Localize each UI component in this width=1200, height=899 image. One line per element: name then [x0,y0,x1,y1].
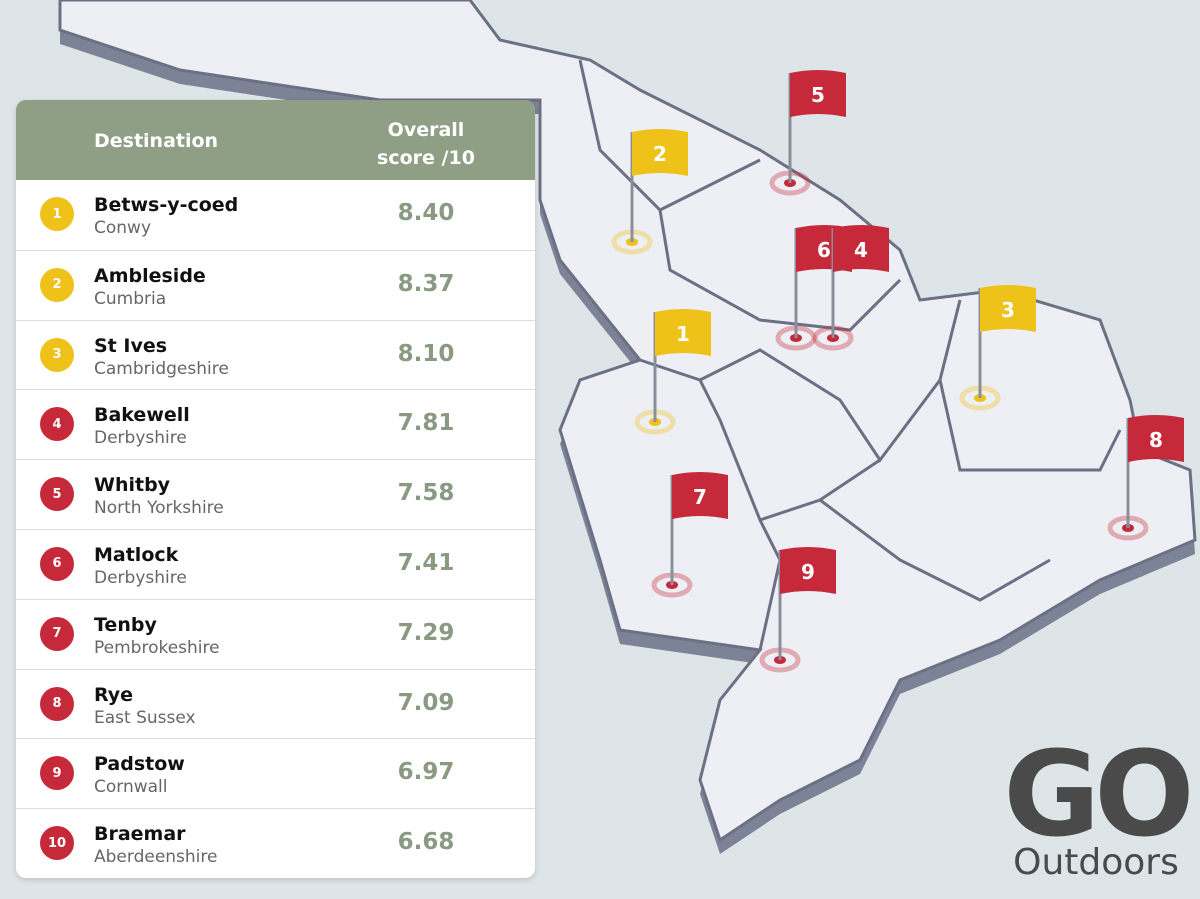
flag-label: 3 [1001,298,1015,322]
score: 6.68 [397,829,455,856]
map-flag: 4 [812,225,889,351]
destination-name: Tenby [94,613,157,636]
county: Cambridgeshire [94,358,229,379]
county: Aberdeenshire [94,847,218,868]
score: 7.41 [397,549,455,576]
flag-cloth [632,129,688,176]
flag-cloth [790,70,846,117]
flag-label: 2 [653,142,667,166]
flag-label: 1 [676,322,690,346]
map-flag: 5 [769,70,846,196]
score: 7.09 [397,689,455,716]
score: 7.81 [397,410,455,437]
logo-sub: Outdoors [1013,842,1179,883]
county: Cumbria [94,288,167,309]
county: Derbyshire [94,428,187,449]
flag-label: 8 [1149,428,1163,452]
rank-badge: 9 [40,756,74,791]
flag-cloth [1128,415,1184,462]
table-row: 3 St Ives Cambridgeshire 8.10 [16,319,535,390]
rank-badge: 1 [40,197,74,231]
destination-name: Matlock [94,543,179,566]
map-flag: 8 [1107,415,1184,541]
table-row: 8 Rye East Sussex 7.09 [16,668,535,739]
destination-name: St Ives [94,334,168,357]
rank-badge: 3 [40,337,74,372]
score: 8.10 [397,340,455,367]
score: 7.29 [397,619,455,646]
rank-badge: 5 [40,477,74,512]
county: Conwy [94,218,152,238]
table-row: 7 Tenby Pembrokeshire 7.29 [16,598,535,669]
destination-name: Rye [94,683,134,706]
score: 7.58 [397,480,455,507]
table-row: 6 Matlock Derbyshire 7.41 [16,528,535,599]
table-row: 4 Bakewell Derbyshire 7.81 [16,389,535,459]
map-flag: 7 [651,472,728,598]
map-flag: 3 [959,285,1036,411]
table-row: 10 Braemar Aberdeenshire 6.68 [16,808,535,878]
flag-cloth [780,547,836,594]
flag-cloth [980,285,1036,332]
rank-badge: 6 [40,546,74,581]
destination-name: Betws-y-coed [94,194,239,216]
flag-label: 9 [801,560,815,584]
destination-name: Bakewell [94,404,190,427]
flag-label: 5 [811,83,825,107]
map-flag: 9 [759,547,836,673]
flag-cloth [833,225,889,272]
table-row: 2 Ambleside Cumbria 8.37 [16,249,535,320]
flag-label: 7 [693,485,707,509]
borders [578,59,1122,651]
rank-badge: 10 [40,826,74,861]
header-cell: Overall score /10 [377,119,475,169]
rank-badge: 8 [40,686,74,721]
map-flag: 2 [611,129,688,255]
table-row: 5 Whitby North Yorkshire 7.58 [16,459,535,529]
county: North Yorkshire [94,498,224,519]
table-row: 1 Betws-y-coed Conwy 8.40 [16,180,535,250]
ranking-table: Destination Overall score /10 1 Betws-y-c… [16,100,535,878]
destination-name: Whitby [94,474,171,497]
destination-name: Padstow [94,753,185,776]
rank-badge: 4 [40,407,74,442]
rank-badge: 2 [40,267,74,302]
rank-badge: 7 [40,616,74,651]
destination-name: Ambleside [94,264,206,287]
destination-name: Braemar [94,823,186,846]
county: Derbyshire [94,567,187,588]
score: 6.97 [397,759,455,786]
flag-cloth [672,472,728,519]
score: 8.37 [397,270,455,297]
land [58,0,1197,843]
map-flag: 1 [634,309,711,435]
header-cell: Destination [94,130,219,152]
county: East Sussex [94,707,196,728]
flag-label: 6 [817,238,831,262]
flag-label: 4 [854,238,868,262]
table-row: 9 Padstow Cornwall 6.97 [16,738,535,808]
logo-brand: GO [1003,725,1189,863]
table-header: Destination Overall score /10 [16,100,535,180]
score: 8.40 [397,200,455,226]
flag-cloth [655,309,711,356]
county: Pembrokeshire [94,637,220,658]
county: Cornwall [94,777,168,798]
